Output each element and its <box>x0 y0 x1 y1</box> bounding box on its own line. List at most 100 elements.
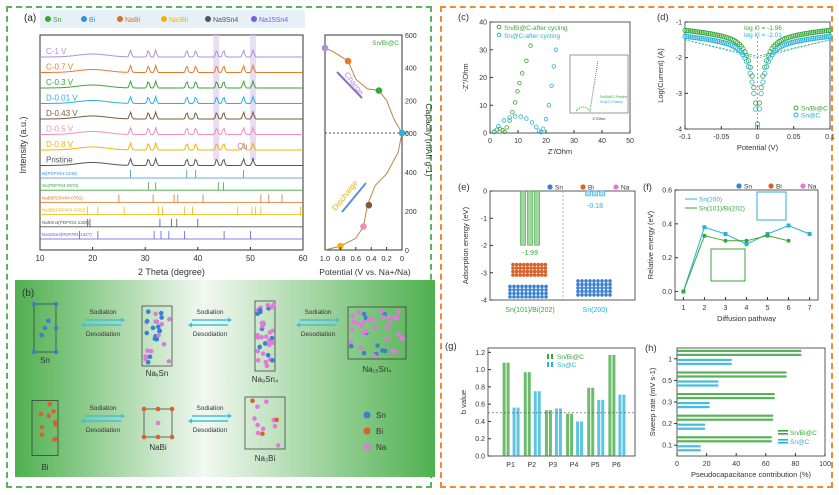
data-point-sn-c <box>704 36 710 42</box>
nabi-atom <box>169 434 175 440</box>
y-tick-label: 1.2 <box>475 350 485 357</box>
data-point-sn-bi-c <box>700 30 706 36</box>
bi-atom <box>522 262 526 267</box>
legend-label: Sn(101)/Bi(202) <box>699 206 745 213</box>
legend-label-na3bi: Na3Bi <box>169 17 189 24</box>
desodiation-label: Desodiation <box>86 331 121 338</box>
sn-atom <box>592 289 596 294</box>
y-axis-label: Intensity (a.u.) <box>18 116 28 173</box>
na9sn4-atom <box>255 348 261 354</box>
y-tick-label: 0.6 <box>662 188 672 195</box>
data-point-sn-c <box>814 35 820 41</box>
bi-atom <box>536 262 540 267</box>
bi-atom <box>518 269 522 274</box>
x-tick-label: 7 <box>808 305 812 312</box>
data-point-sn-c <box>553 47 558 52</box>
y-tick-label: 400 <box>405 170 417 177</box>
y-tick-label: 0 <box>405 248 409 255</box>
bar-sn-bi-c <box>677 440 772 443</box>
plot-area <box>39 34 304 251</box>
bar-sn-c <box>618 394 622 456</box>
bar-sn-bi-c <box>502 362 506 456</box>
legend-label-sn: Sn <box>744 184 752 191</box>
y-tick-label: 0.2 <box>662 255 672 262</box>
na15sn4-atom <box>378 309 384 314</box>
panel-h-pseudocap: 0 20 40 60 80 100 Pseudocapacitance contributi… <box>645 343 831 479</box>
sn-atom <box>512 295 516 299</box>
bi-atom <box>543 262 548 267</box>
bar-sn-c <box>677 384 719 387</box>
x-category-label: Sn(101)/Bi(202) <box>505 307 554 314</box>
na15sn4-atom <box>358 345 364 351</box>
data-point-sn-c <box>802 37 808 43</box>
sn-atom <box>516 295 520 299</box>
panel-label-a: (a) <box>24 13 36 24</box>
data-point-sn101-bi202 <box>723 238 728 243</box>
bi-atom <box>529 269 533 274</box>
legend-label: Sn/Bi@C <box>557 354 584 361</box>
xrd-curve-d043v <box>40 110 303 120</box>
bi-atom <box>525 266 530 270</box>
na9sn4-atom <box>270 358 275 363</box>
legend-marker-sn <box>547 184 553 190</box>
state-marker <box>375 87 383 94</box>
bar-sn-c <box>677 427 706 430</box>
legend-label: Sn@C <box>790 439 810 446</box>
bar-sn-c <box>580 421 584 456</box>
inset-curve-sn-bi-c <box>575 59 599 113</box>
y-tick-label: -3 <box>481 270 487 277</box>
bi-atom <box>522 269 526 274</box>
bi-atom <box>540 266 544 270</box>
na15sn4-atom <box>360 330 366 336</box>
bar-sn-c <box>533 391 537 456</box>
adsorption-bar-sn200 <box>585 190 591 197</box>
legend-label-nabi: NaBi <box>125 17 141 24</box>
sn-atom <box>592 282 596 287</box>
data-point-sn-c <box>695 35 701 41</box>
panel-a-xrd: (a) Sn Bi NaBi Na3Bi Na9Sn4 Na15Sn4 C-1 V C-0.7 … <box>18 10 308 277</box>
sn-atom <box>588 293 592 297</box>
adsorption-bar-sn101-bi202 <box>520 190 526 246</box>
naxsn-atom <box>158 310 164 316</box>
naxsn-atom <box>167 316 172 322</box>
y-axis-label: Sweep rate (mV s-1) <box>648 367 657 436</box>
data-point-sn-c <box>809 36 815 42</box>
inset-x-label: Z'/Ohm <box>593 116 607 121</box>
data-point-sn-bi-c <box>512 100 518 105</box>
bar-sn-bi-c <box>677 375 787 378</box>
y-tick-label: 30 <box>479 47 487 54</box>
naxsn-atom <box>152 336 158 342</box>
data-point-sn-c <box>825 33 831 40</box>
desodiation-label: Desodiation <box>86 427 121 434</box>
panel-label: (c) <box>458 12 469 23</box>
na3bi-atom <box>274 417 279 423</box>
data-point-sn-c <box>798 37 804 44</box>
data-point-sn-bi-c <box>753 100 759 106</box>
naxsn-atom <box>166 359 172 364</box>
x-tick-label: 20 <box>88 254 97 263</box>
data-point-sn-bi-c <box>798 31 804 38</box>
data-point-sn-bi-c <box>684 27 690 34</box>
bi-atom <box>518 262 522 267</box>
sn-atom <box>544 291 548 296</box>
x-tick-label: -0.1 <box>679 134 691 141</box>
y-tick-label: -1 <box>676 20 682 27</box>
legend-marker <box>496 24 502 30</box>
sn-atom <box>600 289 604 294</box>
sn-atom <box>592 293 596 297</box>
x-tick-label: 60 <box>299 254 308 263</box>
data-point-sn101-bi202 <box>681 289 686 294</box>
na9sn4-cell <box>254 300 276 372</box>
na15sn4-atom <box>355 321 360 326</box>
na15sn4-atom <box>390 348 396 354</box>
bi-atom <box>39 432 45 437</box>
sn-atom <box>520 291 524 296</box>
panel-c-nyquist: 0 10 20 30 40 50 0 10 20 30 40 Z'/Ohm -Z''/Ohm (c) Sn/… <box>458 12 634 156</box>
naxsn-atom <box>155 324 161 330</box>
data-point-sn101-bi202 <box>765 233 770 238</box>
y-tick-label: 600 <box>405 33 417 40</box>
bi-atom <box>532 266 537 270</box>
naxsn-atom <box>159 315 164 320</box>
plot-area <box>324 34 403 251</box>
data-point-sn-bi-c <box>519 71 525 76</box>
